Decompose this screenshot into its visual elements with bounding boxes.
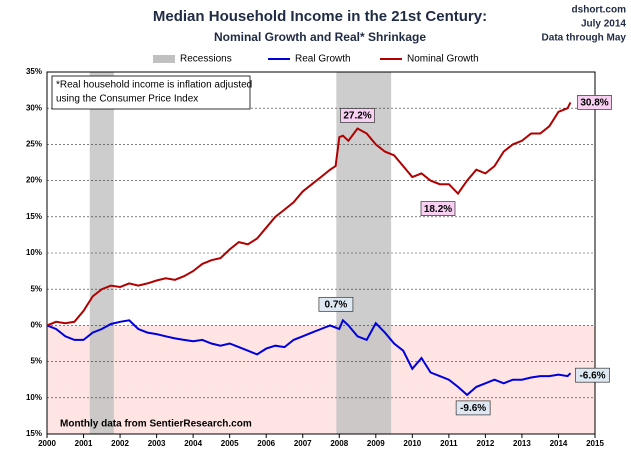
x-tick-label: 2001 [75, 439, 93, 448]
x-tick-label: 2003 [148, 439, 166, 448]
note-text: *Real household income is inflation adju… [56, 80, 252, 91]
y-tick-label: 10% [26, 248, 42, 257]
source-line: dshort.com [572, 5, 627, 16]
negative-region [47, 325, 595, 434]
x-tick-label: 2006 [257, 439, 275, 448]
legend-label: Recessions [180, 54, 232, 65]
y-tick-label: 15% [26, 212, 42, 221]
legend-label: Real Growth [295, 54, 351, 65]
y-tick-label: 35% [26, 67, 42, 76]
annotation-box [318, 296, 354, 312]
source-line: July 2014 [581, 19, 626, 30]
y-tick-label: 0% [30, 321, 42, 330]
annotation-label: 30.8% [580, 98, 608, 109]
y-tick-label: 30% [26, 103, 42, 112]
x-tick-label: 2002 [111, 439, 129, 448]
footnote: Monthly data from SentierResearch.com [60, 419, 252, 430]
plot-frame [46, 71, 596, 435]
chart-title: Median Household Income in the 21st Cent… [153, 8, 487, 25]
legend-label: Nominal Growth [407, 54, 479, 65]
x-tick-label: 2011 [440, 439, 458, 448]
annotation-box [575, 367, 610, 383]
x-tick-label: 2004 [184, 439, 202, 448]
y-tick-label: 5% [30, 357, 42, 366]
note-text: using the Consumer Price Index [56, 94, 198, 105]
x-tick-label: 2015 [586, 439, 604, 448]
x-tick-label: 2013 [513, 439, 531, 448]
recession-band [89, 72, 114, 434]
chart-subtitle: Nominal Growth and Real* Shrinkage [214, 30, 426, 44]
y-tick-label: 20% [26, 176, 42, 185]
annotation-box [340, 108, 375, 123]
y-tick-label: 10% [26, 393, 42, 402]
annotation-label: 18.2% [424, 204, 452, 215]
y-tick-label: 15% [26, 429, 42, 438]
series-line [46, 101, 572, 327]
source-line: Data through May [542, 33, 627, 44]
annotation-label: -9.6% [460, 403, 486, 414]
annotation-box [577, 95, 612, 110]
x-tick-label: 2007 [294, 439, 312, 448]
y-tick-label: 5% [30, 284, 42, 293]
legend-swatch [153, 55, 175, 63]
x-tick-label: 2000 [38, 439, 56, 448]
series-line [46, 318, 572, 397]
y-tick-label: 25% [26, 140, 42, 149]
x-tick-label: 2008 [330, 439, 348, 448]
annotation-label: -6.6% [579, 370, 605, 381]
annotation-box [455, 400, 491, 416]
x-tick-label: 2005 [221, 439, 239, 448]
annotation-label: 0.7% [325, 299, 348, 310]
x-tick-label: 2014 [550, 439, 568, 448]
x-tick-label: 2012 [477, 439, 495, 448]
x-tick-label: 2009 [367, 439, 385, 448]
note-box [51, 75, 251, 110]
annotation-box [420, 201, 456, 216]
annotation-label: 27.2% [343, 111, 371, 122]
x-tick-label: 2010 [403, 439, 421, 448]
